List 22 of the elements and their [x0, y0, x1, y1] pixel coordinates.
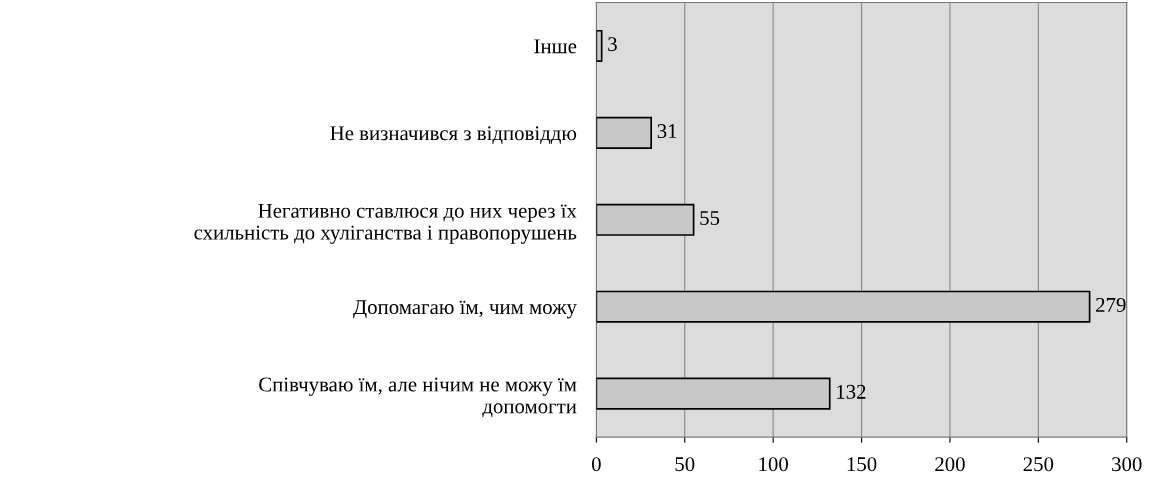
- x-tick-label: 100: [759, 457, 788, 472]
- data-label: 55: [700, 211, 720, 225]
- x-tick-label: 150: [847, 457, 877, 472]
- y-tick-label: Не визначився з відповіддю: [330, 126, 577, 145]
- y-tick-label: Негативно ставлюся до них через їх схильність до хуліганства і правопорушень: [194, 203, 577, 244]
- y-tick-label: Співчуваю їм, але нічим не можу їм допомогти: [259, 377, 577, 418]
- y-tick-label: Допомагаю їм, чим можу: [353, 300, 577, 319]
- data-label: 279: [1096, 297, 1126, 312]
- data-label: 132: [837, 384, 866, 399]
- bar: [596, 290, 1091, 323]
- x-tick-label: 250: [1023, 457, 1054, 472]
- data-label: 3: [608, 37, 617, 52]
- bar: [596, 29, 603, 62]
- x-tick-label: 0: [591, 457, 601, 472]
- data-label: 31: [657, 124, 677, 139]
- bar: [596, 203, 695, 236]
- x-tick-label: 200: [935, 457, 965, 472]
- x-tick-label: 50: [675, 457, 695, 472]
- bar: [596, 116, 653, 149]
- y-tick-label: Інше: [534, 39, 577, 54]
- x-tick-label: 300: [1112, 457, 1142, 472]
- bar: [596, 377, 831, 410]
